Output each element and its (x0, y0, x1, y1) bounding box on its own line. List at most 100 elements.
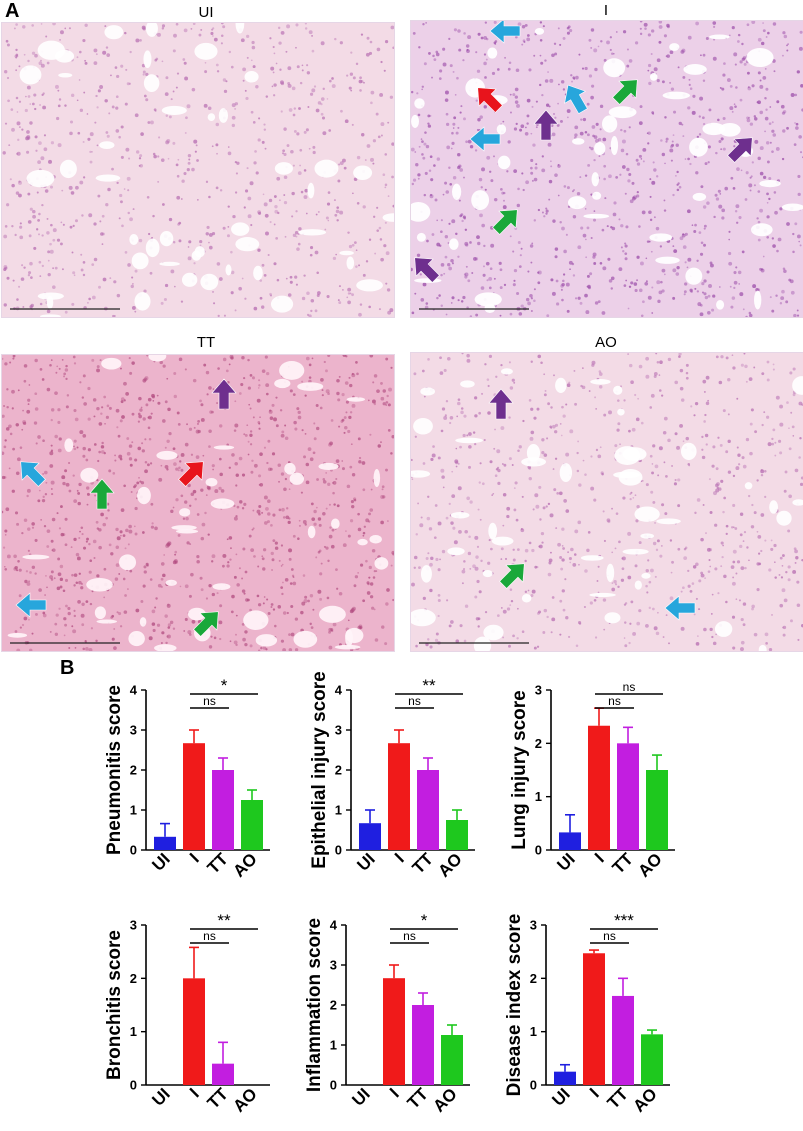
y-tick-label: 1 (335, 803, 342, 818)
bar-i (388, 743, 410, 850)
green-arrow-icon (499, 563, 525, 589)
x-tick-label: UI (348, 1084, 373, 1109)
x-tick-label: TT (204, 1084, 233, 1113)
y-tick-label: 4 (335, 683, 343, 698)
significance-label: ns (203, 694, 216, 708)
y-tick-label: 0 (535, 843, 542, 858)
green-arrow-icon (193, 611, 219, 637)
y-tick-label: 3 (535, 683, 542, 698)
significance-label: ns (603, 929, 616, 943)
blue-arrow-icon (15, 592, 47, 618)
micrograph-ao (410, 352, 803, 652)
x-tick-label: I (186, 849, 203, 866)
green-arrow-icon (89, 478, 115, 510)
y-axis-label: Inflammation score (304, 918, 325, 1092)
panel-a-label: A (5, 0, 20, 22)
blue-arrow-icon (469, 126, 501, 152)
significance-label: ns (403, 929, 416, 943)
bar-ui (554, 1071, 576, 1085)
micrograph-texture (411, 21, 803, 317)
bar-i (383, 978, 405, 1085)
image-title-ao: AO (595, 334, 617, 351)
bar-tt (412, 1005, 434, 1085)
y-tick-label: 2 (130, 763, 137, 778)
chart-inflammation: Inflammation score 0 1 2 3 4 UI I TT AO ns * (300, 911, 490, 1125)
purple-arrow-icon (211, 378, 237, 410)
x-tick-label: I (391, 849, 408, 866)
bar-ao (446, 820, 468, 850)
micrograph-ui (1, 22, 395, 318)
chart-pneumonitis: Pneumonitis score 0 1 2 3 4 UI I TT AO ns * (100, 676, 290, 890)
y-tick-label: 0 (130, 843, 137, 858)
panel-b-label: B (60, 657, 75, 679)
x-tick-label: AO (634, 849, 665, 880)
y-tick-label: 3 (130, 918, 137, 933)
y-tick-label: 3 (130, 723, 137, 738)
x-tick-label: AO (229, 849, 260, 880)
x-tick-label: AO (229, 1084, 260, 1115)
bar-ao (646, 770, 668, 850)
micrograph-texture (2, 355, 394, 651)
x-tick-label: AO (629, 1084, 660, 1115)
y-tick-label: 2 (130, 971, 137, 986)
blue-arrow-icon (564, 84, 588, 115)
y-tick-label: 3 (530, 918, 537, 933)
x-tick-label: AO (434, 849, 465, 880)
bar-ao (641, 1034, 663, 1085)
purple-arrow-icon (414, 257, 440, 283)
x-tick-label: UI (548, 1084, 573, 1109)
x-tick-label: TT (409, 849, 438, 878)
bar-ui (559, 832, 581, 850)
y-tick-label: 1 (130, 1024, 137, 1039)
chart-epithelial-injury: Epithelial injury score 0 1 2 3 4 UI I TT AO ns ** (305, 671, 495, 890)
chart-lung-injury: Lung injury score 0 1 2 3 UI I TT AO ns ns (505, 680, 695, 890)
micrograph-tt (1, 354, 395, 652)
x-tick-label: I (386, 1084, 403, 1101)
x-tick-label: UI (553, 849, 578, 874)
bar-tt (617, 743, 639, 850)
bar-i (183, 978, 205, 1085)
significance-label: ns (408, 694, 421, 708)
image-title-tt: TT (196, 334, 216, 351)
bar-tt (212, 770, 234, 850)
purple-arrow-icon (727, 137, 753, 163)
bar-tt (612, 995, 634, 1085)
green-arrow-icon (612, 79, 638, 105)
x-tick-label: TT (204, 849, 233, 878)
purple-arrow-icon (488, 388, 514, 420)
bar-i (183, 743, 205, 850)
bar-ao (441, 1035, 463, 1085)
significance-label: * (221, 676, 228, 695)
y-tick-label: 0 (335, 843, 342, 858)
y-axis-label: Pneumonitis score (104, 685, 125, 855)
red-arrow-icon (178, 461, 204, 487)
y-axis-label: Lung injury score (509, 690, 530, 849)
significance-label: ** (217, 911, 231, 930)
y-tick-label: 3 (335, 723, 342, 738)
y-tick-label: 1 (535, 789, 542, 804)
x-tick-label: AO (429, 1084, 460, 1115)
y-axis-label: Disease index score (504, 914, 525, 1097)
y-tick-label: 4 (330, 918, 338, 933)
green-arrow-icon (492, 209, 518, 235)
blue-arrow-icon (664, 595, 696, 621)
y-tick-label: 1 (330, 1038, 337, 1053)
y-tick-label: 3 (330, 958, 337, 973)
chart-bronchitis: Bronchitis score 0 1 2 3 UI I TT AO ns ** (100, 911, 290, 1125)
y-tick-label: 0 (330, 1078, 337, 1093)
y-tick-label: 0 (130, 1078, 137, 1093)
x-tick-label: TT (404, 1084, 433, 1113)
blue-arrow-icon (20, 461, 46, 487)
significance-label: ns (623, 680, 636, 694)
y-tick-label: 0 (530, 1078, 537, 1093)
y-axis-label: Epithelial injury score (309, 671, 330, 868)
red-arrow-icon (477, 87, 503, 113)
y-tick-label: 1 (130, 803, 137, 818)
blue-arrow-icon (489, 21, 521, 44)
